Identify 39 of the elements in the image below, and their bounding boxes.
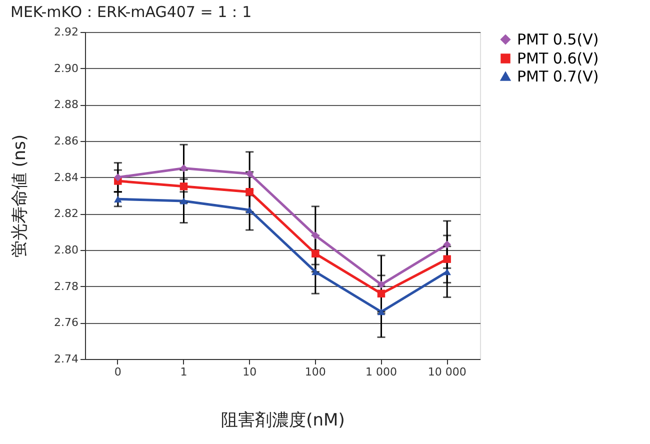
y-tick-label: 2.82 — [54, 207, 78, 220]
point — [377, 308, 386, 316]
x-tick-label: 1 — [180, 366, 188, 378]
legend-label: PMT 0.6(V) — [517, 50, 599, 68]
x-tick-label: 1 000 — [366, 366, 397, 378]
x-tick-label: 10 — [242, 366, 257, 378]
point — [312, 250, 320, 258]
point — [180, 198, 188, 204]
point — [180, 182, 188, 190]
point — [377, 290, 386, 298]
point — [246, 206, 254, 214]
point — [443, 268, 451, 276]
y-tick-label: 2.92 — [54, 26, 78, 38]
y-tick-label: 2.86 — [54, 134, 78, 148]
chart-title: MEK-mKO：ERK-mAG407 = 1：1 — [10, 3, 252, 21]
x-axis-title: 阻害剤濃度(nM) — [221, 410, 345, 430]
x-tick-label: 100 — [304, 366, 326, 378]
y-tick-label: 2.74 — [54, 352, 78, 366]
point — [443, 255, 451, 263]
y-tick-label: 2.76 — [54, 316, 78, 330]
point — [312, 268, 320, 276]
x-tick-label: 10 000 — [428, 366, 466, 378]
point — [312, 232, 320, 240]
y-tick-label: 2.90 — [54, 62, 78, 75]
y-axis-title: 蛍光寿命値 (ns) — [10, 134, 30, 258]
y-tick-label: 2.88 — [54, 98, 78, 112]
legend-label: PMT 0.7(V) — [517, 68, 599, 86]
point — [114, 173, 122, 182]
point — [180, 164, 188, 172]
x-tick-label: 0 — [114, 366, 122, 378]
point — [246, 170, 254, 178]
point — [246, 188, 254, 196]
point — [443, 240, 451, 248]
y-tick-label: 2.80 — [54, 244, 78, 256]
y-tick-label: 2.78 — [54, 280, 78, 293]
point — [377, 280, 386, 288]
point — [114, 196, 122, 202]
y-tick-label: 2.84 — [54, 170, 78, 184]
legend-label: PMT 0.5(V) — [517, 30, 599, 48]
